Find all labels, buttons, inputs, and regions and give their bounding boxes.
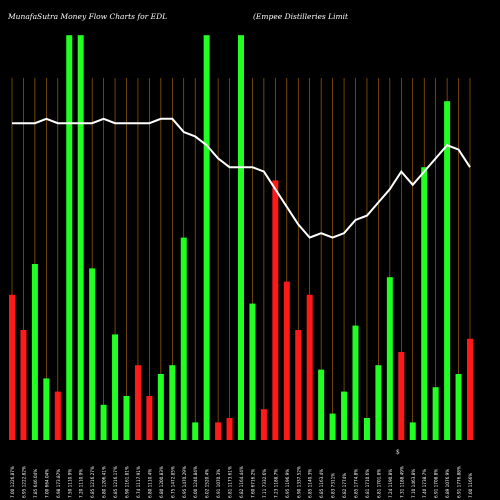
x-tick-label: 6.85 1774.8% [354, 469, 359, 498]
x-tick-label: 7.85 646.04% [33, 469, 38, 498]
x-tick-label: 6.91 1070.3% [216, 469, 221, 498]
bar-25 [295, 330, 302, 440]
x-tick-label: 7.24 1190.8% [388, 469, 393, 498]
x-tick-label: 6.80 1200.83% [159, 466, 164, 498]
x-tick-label: 6.83 7311% [331, 473, 336, 498]
x-tick-label: 7.11 7332.6% [262, 469, 267, 498]
bar-7 [89, 268, 96, 440]
bar-23 [272, 180, 279, 440]
x-tick-label: 7.50 1110.9% [67, 469, 72, 498]
bar-19 [226, 418, 233, 440]
x-tick-label: 6.91 1776.88% [457, 466, 462, 498]
bar-11 [134, 365, 141, 440]
x-tick-label: 6.81 1701.8% [376, 469, 381, 498]
bar-10 [123, 396, 130, 440]
x-tick-label: 6.82 1164.44% [239, 466, 244, 498]
x-tick-label: 6.98 173.87% [56, 469, 61, 498]
x-tick-label: 7.00 1166% [468, 473, 473, 498]
bar-37 [432, 387, 439, 440]
x-tick-label: 6.85 1216.17% [113, 466, 118, 498]
chart-subtitle: (Empee Distilleries Limit [253, 12, 349, 21]
x-tick-label: 6.95 1196.9% [285, 469, 290, 498]
bar-16 [192, 422, 199, 440]
bar-33 [386, 277, 393, 440]
x-tick-label: 7.40 1738.7% [422, 469, 427, 498]
bar-24 [283, 281, 290, 440]
bar-5 [66, 35, 73, 440]
bar-35 [409, 422, 416, 440]
bar-13 [157, 374, 164, 440]
bar-4 [54, 391, 61, 440]
x-tick-label: 6.80 1110.4% [147, 469, 152, 498]
currency-marker: $ [396, 449, 400, 456]
x-tick-label: 6.90 1161.81% [125, 466, 130, 498]
bar-1 [20, 330, 27, 440]
x-tick-label: 6.02 1520.4% [205, 469, 210, 498]
bar-18 [215, 422, 222, 440]
bar-12 [146, 396, 153, 440]
bar-36 [421, 167, 428, 440]
x-tick-label: 7.10 1463.8% [411, 469, 416, 498]
chart-title: MunafaSutra Money Flow Charts for EDL [8, 12, 168, 21]
bar-32 [375, 365, 382, 440]
x-tick-label: 7.23 1188.7% [273, 469, 278, 498]
bar-14 [169, 365, 176, 440]
x-tick-label: 7.00 664.04% [44, 469, 49, 498]
bar-29 [341, 391, 348, 440]
trend-line [12, 117, 471, 239]
bar-0 [9, 294, 15, 440]
x-tick-label: 6.91 1708.8% [434, 469, 439, 498]
x-tick-label: 6.81 1710.6% [365, 469, 370, 498]
x-tick-label: 7.00 1226.87% [10, 466, 15, 498]
x-tick-label: 6.75 1472.85% [170, 466, 175, 498]
bar-8 [100, 404, 107, 440]
x-tick-label: 6.95 1470.29% [182, 466, 187, 498]
bar-26 [306, 294, 313, 440]
bar-3 [43, 378, 50, 440]
bar-39 [455, 374, 462, 440]
x-tick-label: 7.60 6716.2% [250, 469, 255, 498]
x-tick-label: 6.89 1076.9% [445, 469, 450, 498]
bar-27 [318, 369, 325, 440]
x-tick-label: 6.81 1173.61% [228, 466, 233, 498]
x-tick-label: 6.85 1163.4% [319, 469, 324, 498]
bar-6 [77, 35, 84, 440]
x-tick-label: 6.90 1337.52% [296, 466, 301, 498]
bar-31 [363, 418, 370, 440]
bar-20 [238, 35, 244, 440]
x-tick-label: 6.95 1222.82% [21, 466, 26, 498]
x-tick-label: 6.82 1774% [342, 473, 347, 498]
x-tick-label: 6.85 1216.27% [90, 466, 95, 498]
bar-17 [203, 35, 210, 440]
x-tick-label: 6.00 1240.84% [193, 466, 198, 498]
x-tick-label: 6.74 1117.91% [136, 466, 141, 498]
x-tick-label: 6.85 1140.3% [308, 469, 313, 498]
bar-22 [260, 409, 267, 440]
bar-34 [398, 352, 405, 440]
x-tick-label: 7.31 1188.49% [399, 466, 404, 498]
bar-2 [31, 264, 38, 440]
bar-21 [249, 303, 256, 440]
bar-9 [112, 334, 119, 440]
bar-15 [180, 237, 187, 440]
x-tick-label: 6.80 1206.41% [102, 466, 107, 498]
x-tick-label: 7.20 1110.9% [79, 469, 84, 498]
bar-38 [444, 101, 451, 440]
bar-30 [352, 325, 359, 440]
bar-40 [467, 338, 473, 440]
bar-28 [329, 413, 336, 440]
